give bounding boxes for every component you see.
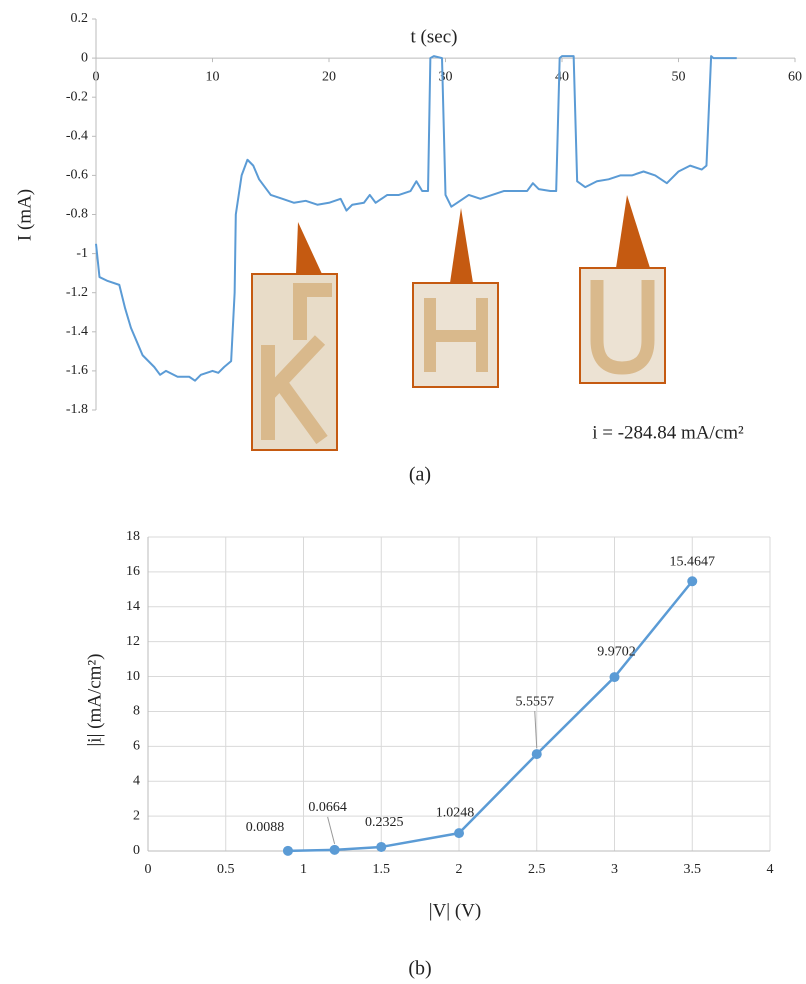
y-tick-label: 0 (133, 843, 140, 858)
x-axis-label: t (sec) (411, 26, 458, 47)
x-tick-label: 60 (788, 69, 802, 84)
letter-u-shape (590, 280, 655, 375)
y-tick-label: 0 (81, 50, 88, 65)
leader-line (327, 816, 336, 844)
letter-k-shape (261, 283, 332, 445)
y-tick-label: 8 (133, 704, 140, 719)
data-point (609, 672, 620, 683)
y-tick-label: -0.2 (66, 89, 88, 104)
x-tick-label: 20 (322, 69, 336, 84)
data-label: 9.9702 (597, 644, 636, 659)
y-tick-label: 2 (133, 808, 140, 823)
data-line (287, 580, 694, 853)
letter-h-shape (424, 298, 488, 372)
data-label: 0.2325 (365, 815, 404, 830)
data-line (95, 55, 737, 382)
y-axis-label: |i| (mA/cm²) (84, 654, 105, 747)
y-tick-label: -0.6 (66, 168, 88, 183)
data-point (376, 841, 387, 852)
data-point (454, 828, 464, 839)
y-tick-label: 12 (126, 634, 140, 649)
data-label: 0.0088 (246, 820, 285, 835)
y-tick-label: -1.4 (66, 324, 88, 339)
data-label: 5.5557 (516, 694, 555, 709)
panel-caption: (b) (408, 958, 431, 980)
y-axis-label: I (mA) (14, 189, 35, 241)
x-tick-label: 3.5 (684, 862, 702, 877)
x-tick-label: 2.5 (528, 862, 546, 877)
x-tick-label: 50 (672, 69, 686, 84)
leader-line (534, 711, 538, 749)
x-tick-label: 2 (456, 862, 463, 877)
y-tick-label: -1.6 (66, 363, 88, 378)
y-tick-label: -0.8 (66, 207, 88, 222)
data-point (531, 749, 542, 760)
panel-caption: (a) (409, 464, 431, 486)
x-tick-label: 1 (300, 862, 307, 877)
y-tick-label: -1 (76, 246, 88, 261)
photo-insets (251, 195, 666, 451)
callout (296, 222, 322, 274)
x-tick-label: 30 (439, 69, 453, 84)
y-tick-label: 10 (126, 669, 140, 684)
x-tick-label: 4 (767, 862, 774, 877)
callout (616, 195, 650, 268)
data-point (329, 844, 340, 855)
x-tick-label: 0.5 (217, 862, 235, 877)
data-point (282, 845, 293, 856)
y-tick-label: 0.2 (71, 11, 89, 26)
data-point (687, 576, 698, 587)
x-tick-label: 0 (145, 862, 152, 877)
x-tick-label: 1.5 (373, 862, 391, 877)
y-tick-label: 14 (126, 599, 140, 614)
y-tick-label: 6 (133, 739, 140, 754)
y-tick-label: 4 (133, 773, 140, 788)
y-tick-label: -0.4 (66, 129, 88, 144)
x-axis-label: |V| (V) (429, 900, 481, 921)
data-label: 0.0664 (308, 800, 347, 815)
x-tick-label: 3 (611, 862, 618, 877)
y-tick-label: 16 (126, 564, 140, 579)
y-tick-label: 18 (126, 529, 140, 544)
callout (450, 208, 473, 283)
data-label: 15.4647 (670, 554, 716, 569)
y-tick-label: -1.2 (66, 285, 88, 300)
annotation: i = -284.84 mA/cm² (592, 422, 744, 443)
data-label: 1.0248 (436, 805, 475, 820)
x-tick-label: 40 (555, 69, 569, 84)
x-tick-label: 10 (206, 69, 220, 84)
y-tick-label: -1.8 (66, 402, 88, 417)
